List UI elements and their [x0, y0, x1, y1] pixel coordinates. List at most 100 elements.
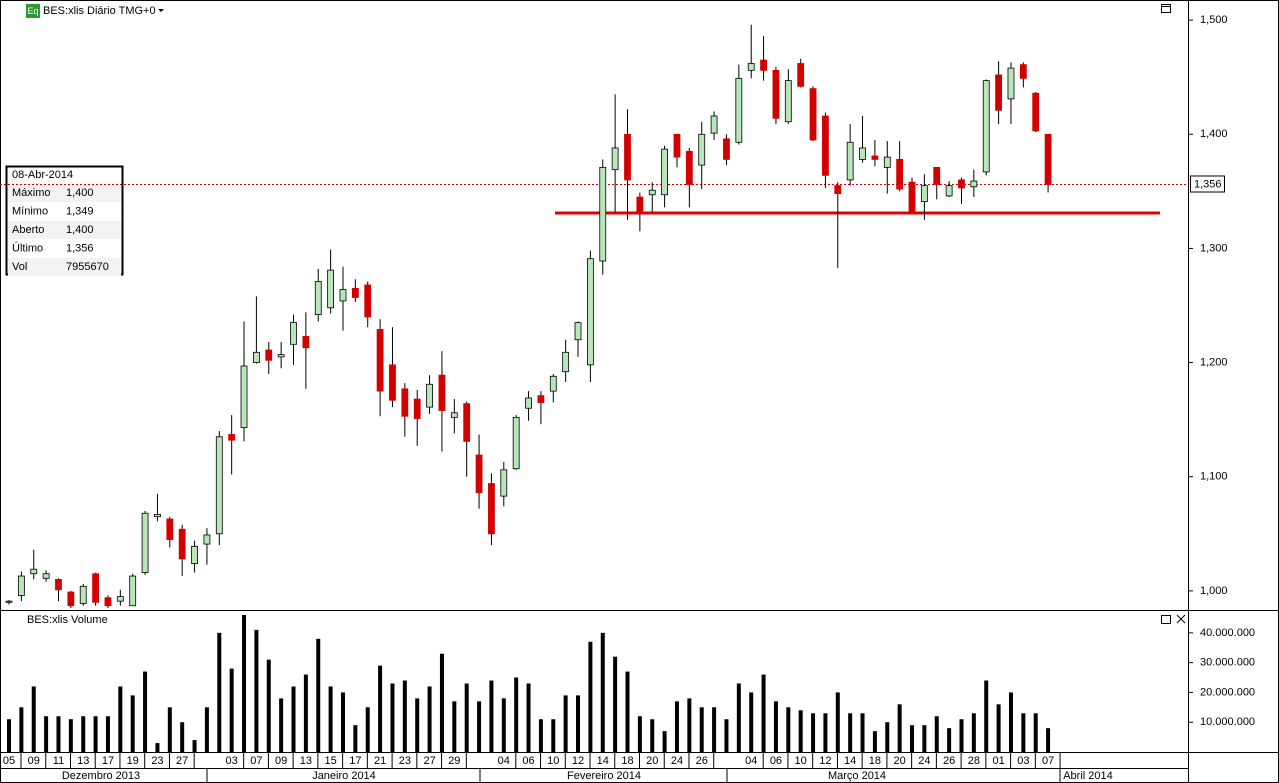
candle-body — [747, 63, 755, 71]
volume-bar — [650, 719, 655, 752]
volume-bar — [600, 632, 605, 752]
candle-body — [178, 528, 186, 560]
x-tick-label: 24 — [671, 755, 683, 767]
x-tick-label: 17 — [349, 755, 361, 767]
candle-body — [710, 115, 718, 134]
candle-body — [339, 289, 347, 302]
volume-bar — [724, 719, 729, 752]
month-label: Janeiro 2014 — [312, 770, 376, 782]
candle-body — [351, 287, 359, 298]
info-row-bg — [8, 221, 121, 239]
candle-body — [203, 534, 211, 545]
x-tick-label: 03 — [1017, 755, 1029, 767]
candle-body — [141, 512, 149, 574]
volume-bar — [613, 656, 618, 752]
volume-bar — [538, 719, 543, 752]
candle-body — [599, 166, 607, 262]
candle-body — [277, 354, 285, 358]
volume-bar — [848, 713, 853, 752]
x-tick-label: 21 — [374, 755, 386, 767]
volume-bar — [489, 680, 494, 752]
candle-body — [129, 575, 137, 607]
candle-body — [92, 573, 99, 603]
candle-body — [55, 579, 62, 591]
candle-body — [401, 388, 409, 417]
candle-body — [525, 397, 532, 409]
candle-body — [995, 74, 1002, 111]
candle-body — [314, 281, 322, 316]
maximize-button[interactable] — [1161, 615, 1171, 624]
volume-bar — [1046, 728, 1051, 752]
candle-body — [611, 147, 619, 171]
candle-body — [673, 133, 681, 158]
badge[interactable] — [26, 4, 40, 18]
volume-bar — [291, 686, 296, 752]
x-tick-label: 10 — [547, 755, 559, 767]
volume-bar — [749, 692, 754, 752]
volume-bar — [563, 695, 568, 752]
x-tick-label: 26 — [943, 755, 955, 767]
x-tick-label: 07 — [1042, 755, 1054, 767]
volume-bar — [81, 716, 86, 752]
candle-body — [500, 469, 508, 497]
candle-body — [958, 179, 965, 189]
volume-bar — [44, 716, 49, 752]
x-tick-label: 19 — [127, 755, 139, 767]
volume-bar — [68, 719, 73, 752]
volume-bar — [19, 707, 24, 752]
volume-bar — [984, 680, 989, 752]
volume-bar — [662, 731, 667, 752]
x-tick-label: 03 — [226, 755, 238, 767]
candle-body — [191, 545, 198, 564]
candle-body — [784, 80, 792, 123]
maximize-button[interactable] — [1161, 4, 1171, 13]
candle-body — [834, 185, 842, 195]
candle-body — [154, 513, 161, 518]
volume-bar — [922, 725, 927, 752]
candle-body — [797, 63, 805, 87]
volume-bar — [860, 713, 865, 752]
y-tick-label: 1,200 — [1200, 356, 1228, 368]
volume-bar — [316, 638, 321, 752]
info-box: 08-Abr-2014 Máximo 1,400 Mínimo 1,349 Aberto… — [5, 165, 124, 276]
volume-bar — [439, 653, 444, 752]
volume-bar — [1008, 692, 1013, 752]
candle-body — [636, 196, 644, 214]
volume-bar — [378, 665, 383, 752]
close-button[interactable] — [1176, 614, 1186, 624]
volume-bar — [786, 707, 791, 752]
volume-bar — [910, 725, 915, 752]
x-tick-label: 04 — [498, 755, 510, 767]
x-tick-label: 04 — [745, 755, 757, 767]
info-label: Último — [12, 241, 43, 254]
candle-body — [104, 597, 112, 607]
volume-bar — [353, 725, 358, 752]
x-tick-label: 12 — [819, 755, 831, 767]
volume-bar — [254, 629, 259, 752]
chart-title[interactable]: BES:xlis Diário TMG+0 — [43, 5, 156, 17]
volume-bar — [872, 731, 877, 752]
volume-bar — [217, 632, 222, 752]
candle-body — [438, 374, 446, 411]
volume-bar — [155, 743, 160, 752]
volume-bar — [477, 701, 482, 752]
volume-bar — [328, 686, 333, 752]
candle-body — [871, 155, 879, 160]
volume-bar — [242, 614, 247, 752]
volume-bar — [93, 716, 98, 752]
x-tick-label: 27 — [176, 755, 188, 767]
volume-bar — [105, 716, 110, 752]
title-dropdown[interactable] — [158, 9, 164, 12]
volume-bar — [501, 698, 506, 752]
candle-body — [760, 59, 767, 71]
volume-bar — [588, 641, 593, 752]
volume-bar — [971, 713, 976, 752]
candle-body — [240, 365, 248, 429]
candle-body — [17, 575, 25, 596]
x-tick-label: 26 — [696, 755, 708, 767]
volume-bar — [204, 707, 209, 752]
x-tick-label: 12 — [572, 755, 584, 767]
x-tick-label: 06 — [770, 755, 782, 767]
info-label: Vol — [12, 261, 27, 273]
